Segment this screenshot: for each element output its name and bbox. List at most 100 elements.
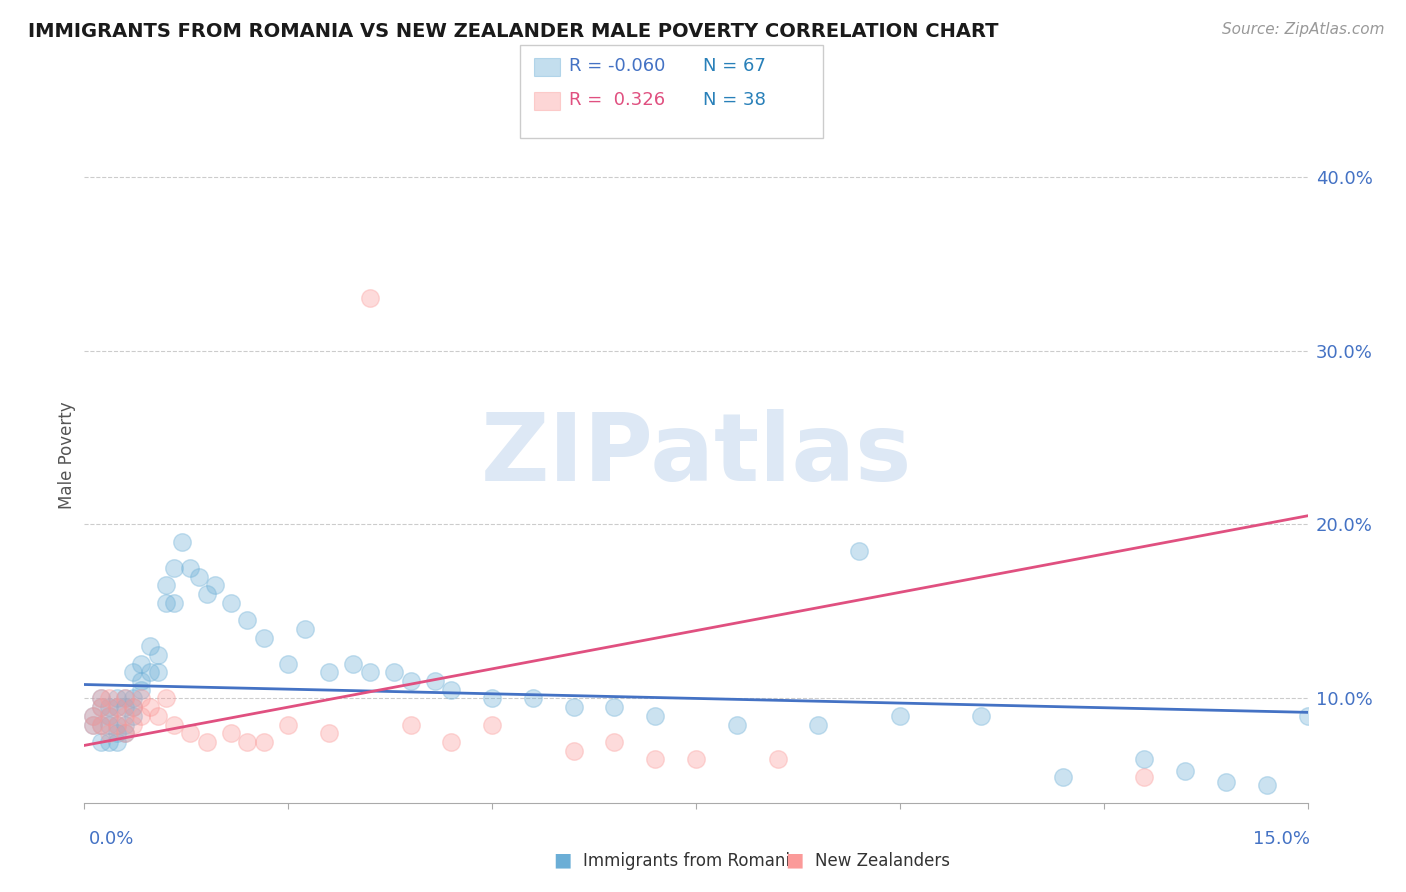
Point (97, 726, 120, 740)
Point (90, 700, 112, 714)
Point (481, 691, 503, 706)
Point (807, 717, 830, 731)
Point (1174, 764, 1197, 779)
Point (187, 570, 209, 584)
Point (318, 665, 340, 680)
Point (1215, 775, 1237, 789)
Point (382, 665, 405, 680)
Point (97, 708, 120, 723)
Point (277, 717, 299, 731)
Text: ■: ■ (553, 851, 572, 870)
Point (318, 726, 340, 740)
Point (481, 717, 503, 731)
Point (172, 534, 194, 549)
Point (399, 717, 422, 731)
Point (97, 700, 120, 714)
Text: ZIPatlas: ZIPatlas (481, 409, 911, 501)
Point (359, 291, 381, 305)
Point (122, 708, 145, 723)
Point (114, 691, 136, 706)
Point (155, 596, 177, 610)
Point (146, 648, 169, 662)
Point (131, 657, 153, 671)
Point (114, 700, 136, 714)
Point (114, 726, 136, 740)
Point (138, 639, 160, 653)
Text: N = 38: N = 38 (703, 91, 766, 109)
Point (97, 717, 120, 731)
Point (423, 674, 446, 689)
Point (359, 665, 381, 680)
Point (122, 700, 145, 714)
Point (105, 700, 128, 714)
Point (105, 717, 128, 731)
Point (179, 726, 201, 740)
Text: IMMIGRANTS FROM ROMANIA VS NEW ZEALANDER MALE POVERTY CORRELATION CHART: IMMIGRANTS FROM ROMANIA VS NEW ZEALANDER… (28, 22, 998, 41)
Point (90, 700, 112, 714)
Point (155, 691, 177, 706)
Point (644, 752, 666, 766)
Point (82, 708, 104, 723)
Text: N = 67: N = 67 (703, 57, 766, 75)
Point (105, 735, 128, 749)
Point (1296, 708, 1319, 723)
Point (90, 691, 112, 706)
Text: R =  0.326: R = 0.326 (569, 91, 665, 109)
Point (1133, 770, 1156, 784)
Point (122, 665, 145, 680)
Point (90, 735, 112, 749)
Point (179, 561, 201, 575)
Point (195, 735, 218, 749)
Point (97, 708, 120, 723)
Point (90, 691, 112, 706)
Point (277, 657, 299, 671)
Point (725, 717, 748, 731)
Point (82, 717, 104, 731)
Text: ■: ■ (785, 851, 804, 870)
Point (138, 665, 160, 680)
Point (236, 735, 259, 749)
Point (114, 717, 136, 731)
Point (105, 726, 128, 740)
Point (399, 674, 422, 689)
Point (131, 682, 153, 697)
Point (204, 578, 226, 592)
Point (114, 708, 136, 723)
Text: 0.0%: 0.0% (89, 830, 134, 847)
Point (131, 674, 153, 689)
Y-axis label: Male Poverty: Male Poverty (58, 401, 76, 508)
Text: Source: ZipAtlas.com: Source: ZipAtlas.com (1222, 22, 1385, 37)
Point (522, 691, 544, 706)
Point (219, 726, 242, 740)
Point (294, 622, 316, 636)
Point (90, 717, 112, 731)
Point (1052, 770, 1074, 784)
Point (848, 543, 870, 558)
Point (253, 735, 276, 749)
Point (440, 735, 463, 749)
Point (253, 631, 276, 645)
Point (122, 691, 145, 706)
Point (146, 708, 169, 723)
Point (155, 578, 177, 592)
Point (440, 682, 463, 697)
Point (163, 561, 186, 575)
Point (105, 717, 128, 731)
Text: R = -0.060: R = -0.060 (569, 57, 666, 75)
Point (195, 587, 218, 601)
Point (219, 596, 242, 610)
Point (163, 717, 186, 731)
Point (236, 613, 259, 627)
Point (138, 700, 160, 714)
Point (122, 717, 145, 731)
Text: 15.0%: 15.0% (1253, 830, 1310, 847)
Point (685, 752, 707, 766)
Point (562, 744, 585, 758)
Point (603, 700, 626, 714)
Point (889, 708, 911, 723)
Point (131, 691, 153, 706)
Point (1133, 752, 1156, 766)
Point (146, 665, 169, 680)
Point (122, 700, 145, 714)
Point (97, 735, 120, 749)
